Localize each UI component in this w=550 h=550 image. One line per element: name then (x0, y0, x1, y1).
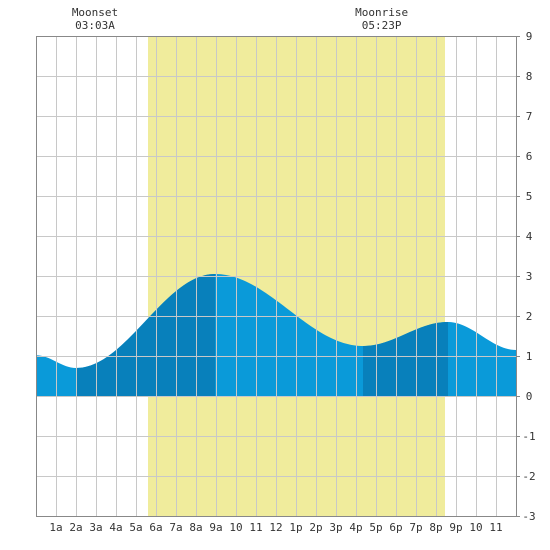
x-tick-label: 11 (489, 521, 502, 534)
x-tick-label: 2a (69, 521, 82, 534)
tide-area-shade (363, 322, 448, 396)
x-tick-label: 11 (249, 521, 262, 534)
x-tick-label: 8a (189, 521, 202, 534)
y-tick-label: -3 (522, 510, 535, 523)
plot-frame (36, 36, 517, 517)
x-tick-label: 5p (369, 521, 382, 534)
y-tick-label: 6 (526, 150, 533, 163)
x-tick-label: 4p (349, 521, 362, 534)
y-tick-label: 1 (526, 350, 533, 363)
x-tick-label: 1a (49, 521, 62, 534)
x-tick-label: 10 (229, 521, 242, 534)
y-tick-label: 3 (526, 270, 533, 283)
y-tick-label: 0 (526, 390, 533, 403)
y-tick-label: 2 (526, 310, 533, 323)
x-tick-label: 6a (149, 521, 162, 534)
x-tick-label: 3p (329, 521, 342, 534)
x-tick-label: 2p (309, 521, 322, 534)
moon-event-time: 05:23P (362, 19, 402, 32)
y-tick-label: 7 (526, 110, 533, 123)
x-tick-label: 6p (389, 521, 402, 534)
x-tick-label: 1p (289, 521, 302, 534)
x-tick-label: 9p (449, 521, 462, 534)
x-tick-label: 4a (109, 521, 122, 534)
y-tick-label: -2 (522, 470, 535, 483)
moon-event-label: Moonset (72, 6, 118, 19)
y-tick-label: 9 (526, 30, 533, 43)
y-tick-label: -1 (522, 430, 535, 443)
x-tick-label: 10 (469, 521, 482, 534)
y-tick-label: 8 (526, 70, 533, 83)
x-tick-label: 9a (209, 521, 222, 534)
x-tick-label: 5a (129, 521, 142, 534)
x-tick-label: 12 (269, 521, 282, 534)
moon-event-label: Moonrise (355, 6, 408, 19)
tide-area-shade (76, 274, 215, 396)
x-tick-label: 7a (169, 521, 182, 534)
x-tick-label: 7p (409, 521, 422, 534)
x-tick-label: 3a (89, 521, 102, 534)
y-tick-label: 5 (526, 190, 533, 203)
moon-event-time: 03:03A (75, 19, 115, 32)
x-tick-label: 8p (429, 521, 442, 534)
y-tick-label: 4 (526, 230, 533, 243)
